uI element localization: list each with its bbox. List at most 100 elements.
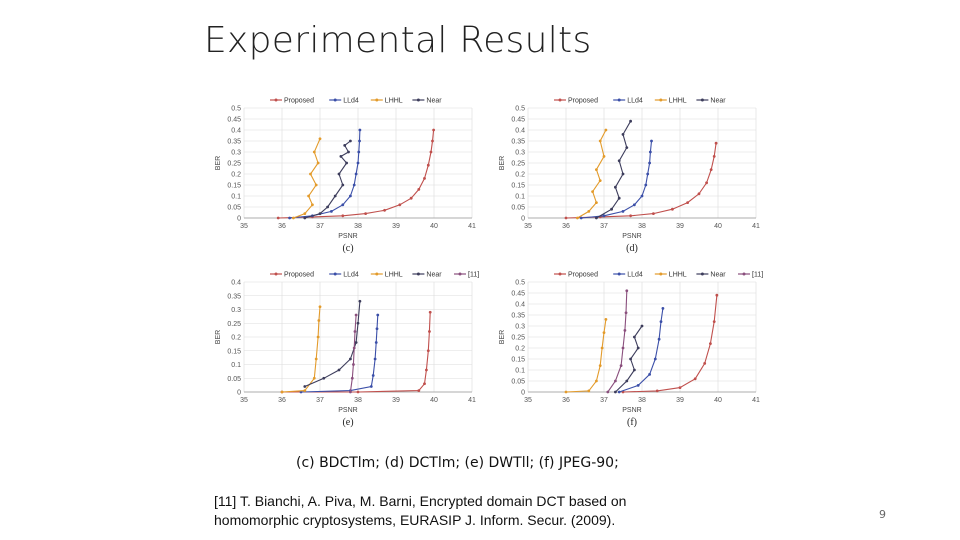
data-point	[595, 379, 598, 383]
data-point	[417, 389, 421, 393]
data-point	[657, 337, 661, 341]
data-point	[623, 329, 627, 332]
data-point	[595, 201, 598, 204]
legend-marker	[333, 98, 337, 102]
ber-psnr-chart: 0 0.05 0.1 0.15 0.2 0.25 0.3 0.35 0.4 35 36 37 38 39 4…	[215, 272, 479, 429]
y-tick-label: 0.35	[511, 313, 525, 320]
data-point	[307, 194, 310, 198]
x-tick-label: 40	[714, 223, 722, 230]
data-point	[369, 385, 373, 388]
data-point	[564, 390, 568, 394]
data-point	[428, 310, 432, 314]
data-point	[317, 319, 321, 322]
y-tick-label: 0.05	[511, 379, 525, 386]
data-point	[600, 346, 604, 350]
legend-label: [11]	[752, 272, 763, 279]
data-point	[625, 146, 629, 149]
data-point	[349, 357, 352, 361]
data-point	[398, 203, 402, 207]
x-tick-label: 38	[354, 397, 362, 404]
chart-panel-c: 0 0.05 0.1 0.15 0.2 0.25 0.3 0.35 0.4 0.45 0.5 35 36…	[210, 92, 492, 262]
data-point	[671, 207, 674, 211]
data-point	[353, 330, 357, 333]
data-point	[644, 183, 648, 187]
legend-label: LLd4	[343, 98, 359, 105]
data-point	[358, 139, 361, 143]
data-point	[288, 216, 291, 220]
legend-label: LLd4	[627, 98, 643, 105]
data-point	[318, 137, 322, 141]
data-point	[316, 161, 320, 165]
y-tick-label: 0.4	[515, 128, 525, 135]
y-tick-label: 0.25	[511, 335, 525, 342]
x-axis-label: PSNR	[338, 233, 357, 240]
data-point	[606, 390, 610, 394]
y-tick-label: 0.1	[515, 368, 525, 375]
data-point	[423, 382, 426, 386]
y-tick-label: 0.2	[231, 172, 241, 179]
series-line	[607, 290, 628, 393]
data-point	[614, 185, 617, 189]
data-point	[715, 293, 719, 297]
data-point	[349, 194, 352, 198]
data-point	[374, 341, 378, 344]
legend-label: Proposed	[284, 98, 314, 105]
y-tick-label: 0.1	[231, 194, 241, 201]
legend-label: Near	[710, 272, 726, 279]
data-point	[652, 212, 655, 215]
legend-label: Near	[710, 98, 726, 105]
data-point	[383, 208, 386, 212]
x-tick-label: 36	[278, 223, 286, 230]
data-point	[349, 139, 352, 143]
y-tick-label: 0.45	[511, 291, 525, 298]
y-tick-label: 0.15	[227, 348, 241, 355]
data-point	[356, 321, 360, 325]
y-tick-label: 0.3	[515, 150, 525, 157]
data-point	[352, 363, 355, 366]
data-point	[429, 150, 433, 154]
data-point	[587, 389, 591, 393]
y-tick-label: 0.4	[231, 280, 241, 287]
data-point	[356, 161, 360, 165]
data-point	[648, 373, 651, 376]
legend-marker	[558, 272, 562, 276]
data-point	[579, 216, 583, 220]
series-line	[304, 301, 361, 388]
data-point	[341, 203, 345, 207]
x-tick-label: 36	[562, 223, 570, 230]
legend-marker	[416, 98, 420, 102]
legend-marker	[700, 272, 704, 276]
legend-label: Proposed	[568, 272, 598, 279]
data-point	[595, 216, 598, 220]
data-point	[614, 379, 617, 383]
data-point	[659, 320, 663, 323]
data-point	[714, 141, 718, 145]
data-point	[640, 324, 644, 328]
legend-marker	[458, 272, 462, 276]
legend-label: LHHL	[385, 98, 403, 105]
x-tick-label: 40	[430, 223, 438, 230]
data-point	[598, 364, 602, 367]
x-axis-label: PSNR	[338, 407, 357, 414]
data-point	[333, 194, 337, 198]
data-point	[280, 390, 284, 394]
y-tick-label: 0.1	[515, 194, 525, 201]
legend-marker	[659, 272, 663, 276]
series-line	[349, 314, 357, 393]
y-axis-label: BER	[499, 330, 506, 344]
data-point	[602, 331, 606, 334]
data-point	[303, 385, 307, 388]
data-point	[624, 311, 628, 315]
data-point	[653, 357, 657, 361]
data-point	[617, 196, 621, 200]
ber-psnr-chart: 0 0.05 0.1 0.15 0.2 0.25 0.3 0.35 0.4 0.45 0.5 35 36…	[499, 98, 760, 255]
legend-marker	[375, 272, 379, 276]
data-point	[322, 376, 326, 380]
y-axis-label: BER	[215, 156, 222, 170]
figure-caption: (c) BDCTlm; (d) DCTlm; (e) DWTll; (f) JP…	[296, 455, 619, 471]
y-tick-label: 0.15	[511, 357, 525, 364]
legend-label: Near	[426, 272, 442, 279]
data-point	[347, 150, 350, 154]
legend-marker	[416, 272, 420, 276]
legend-label: [11]	[468, 272, 479, 279]
